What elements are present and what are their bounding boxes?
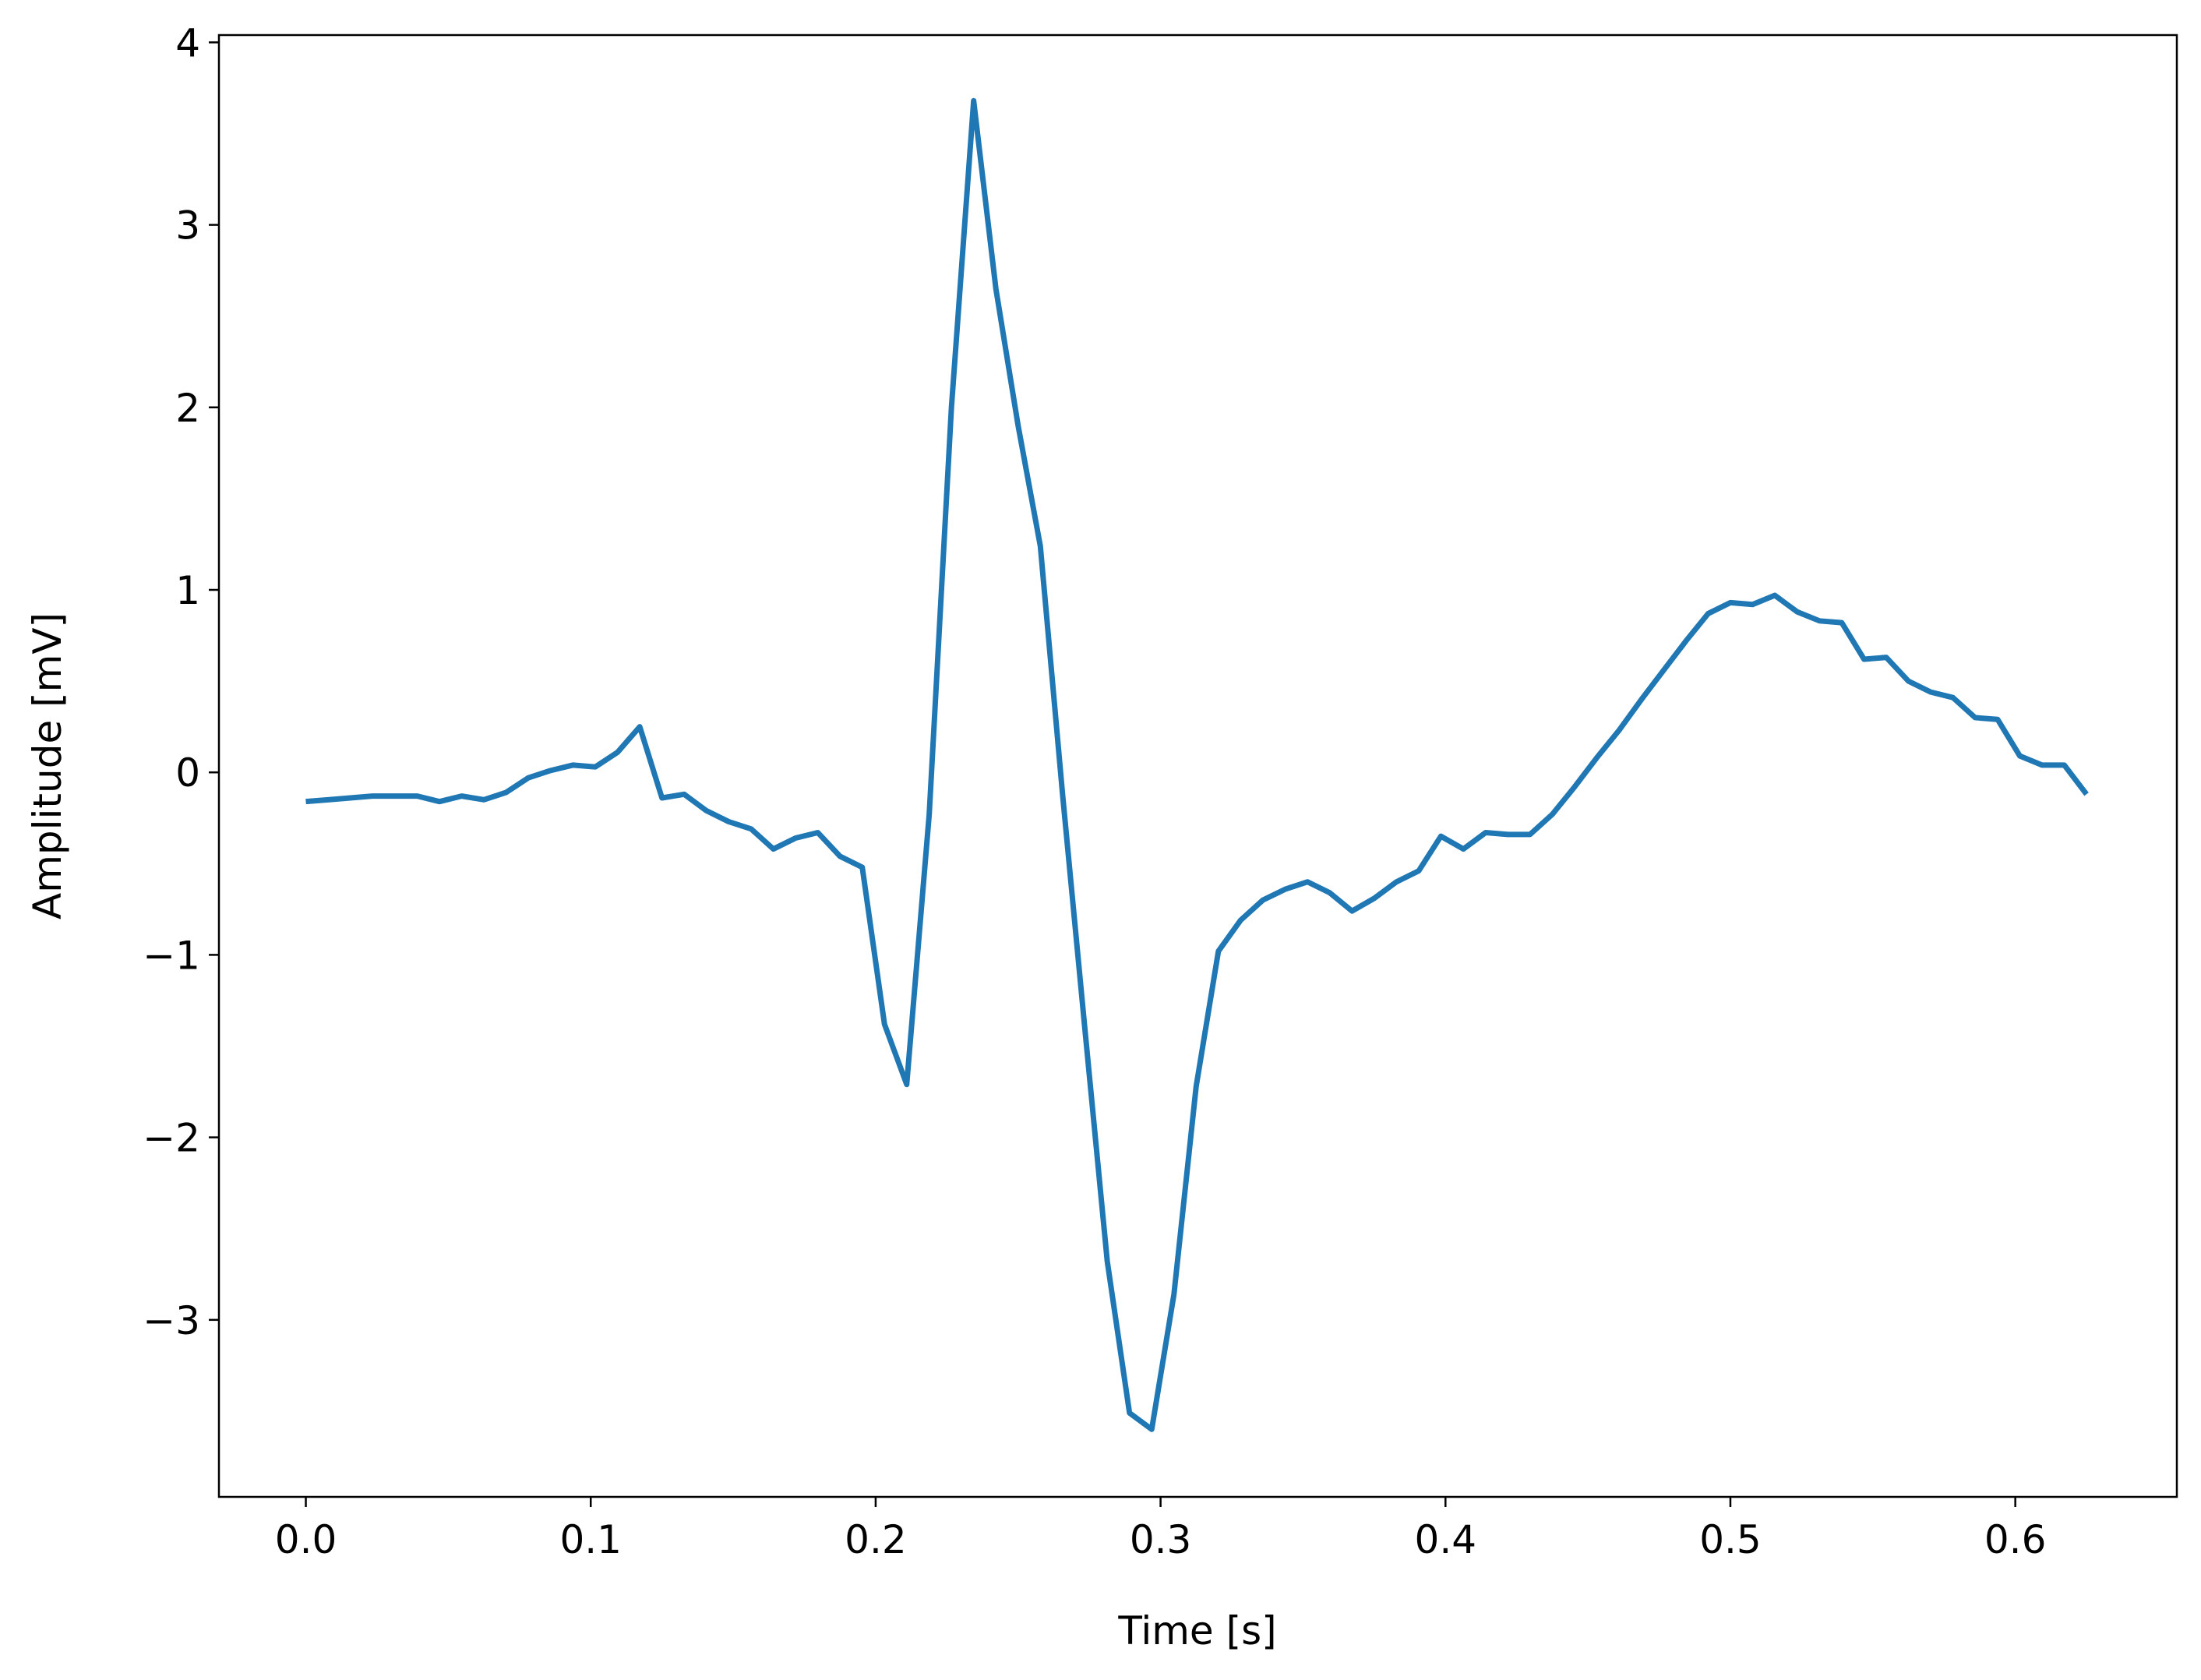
x-tick-label: 0.1 <box>559 1517 622 1562</box>
y-tick-label: −2 <box>143 1116 200 1161</box>
y-tick-label: −1 <box>143 933 200 978</box>
x-tick-label: 0.3 <box>1130 1517 1192 1562</box>
y-tick-label: 3 <box>175 203 200 249</box>
x-tick-label: 0.4 <box>1415 1517 1477 1562</box>
data-line <box>305 97 2089 1432</box>
y-tick-label: 4 <box>175 20 200 65</box>
y-axis-label: Amplitude [mV] <box>25 612 70 919</box>
x-tick-label: 0.6 <box>1984 1517 2047 1562</box>
y-tick-label: 1 <box>175 568 200 613</box>
x-axis-label: Time [s] <box>1117 1608 1276 1654</box>
x-tick-label: 0.5 <box>1699 1517 1762 1562</box>
x-tick-label: 0.2 <box>845 1517 907 1562</box>
plot-frame <box>217 34 2178 1498</box>
y-tick-label: 2 <box>175 386 200 431</box>
x-tick-label: 0.0 <box>275 1517 337 1562</box>
y-tick-label: −3 <box>143 1298 200 1343</box>
y-tick-label: 0 <box>175 750 200 796</box>
